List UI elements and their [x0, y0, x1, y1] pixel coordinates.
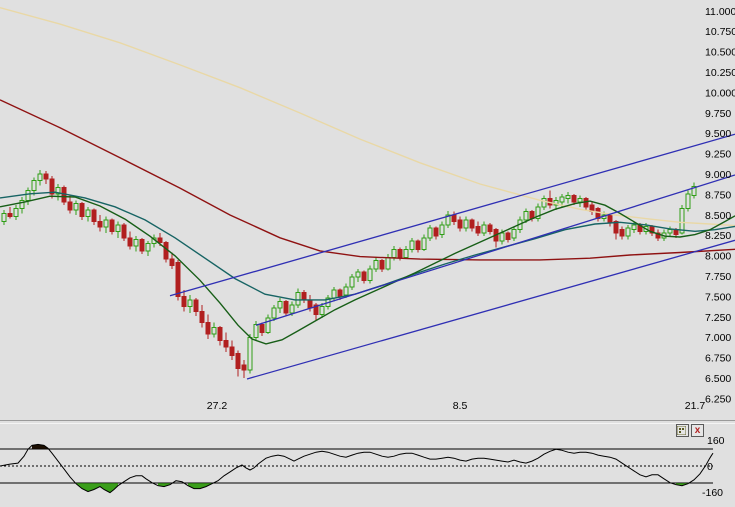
indicator-properties-button[interactable] — [676, 424, 689, 437]
time-axis-label: 27.2 — [207, 400, 228, 412]
price-axis-label: 8.000 — [705, 251, 731, 263]
indicator-scale-label: -160 — [702, 487, 723, 499]
candles — [1, 170, 697, 379]
price-axis-label: 7.750 — [705, 271, 731, 283]
price-axis-label: 7.000 — [705, 332, 731, 344]
indicator-panel: 160 0 -160 — [0, 435, 725, 499]
price-axis-label: 7.500 — [705, 291, 731, 303]
indicator-scale-label: 160 — [707, 435, 725, 447]
indicator-scale-label: 0 — [707, 461, 713, 473]
price-axis-label: 9.750 — [705, 108, 731, 120]
price-axis-label: 10.750 — [705, 26, 735, 38]
price-axis-label: 11.000 — [705, 6, 735, 18]
indicator-close-button[interactable]: x — [691, 424, 704, 437]
price-axis-label: 6.500 — [705, 373, 731, 385]
price-axis-label: 6.250 — [705, 393, 731, 405]
price-axis-label: 10.250 — [705, 67, 735, 79]
price-axis-label: 10.500 — [705, 47, 735, 59]
trend-line — [169, 133, 735, 297]
price-axis-label: 10.000 — [705, 87, 735, 99]
price-axis-label: 9.000 — [705, 169, 731, 181]
time-axis-label: 21.7 — [685, 400, 706, 412]
price-axis-label: 9.500 — [705, 128, 731, 140]
properties-icon — [677, 426, 686, 435]
panel-divider[interactable] — [0, 420, 735, 424]
trend-line — [255, 174, 735, 326]
price-axis-label: 8.250 — [705, 230, 731, 242]
close-icon: x — [694, 424, 701, 436]
price-axis-label: 7.250 — [705, 312, 731, 324]
oscillator-fill — [188, 483, 212, 489]
trend-line — [246, 239, 735, 380]
price-axis-label: 8.750 — [705, 189, 731, 201]
price-axis-label: 6.750 — [705, 353, 731, 365]
oscillator-line — [0, 443, 714, 494]
price-axis-label: 8.500 — [705, 210, 731, 222]
price-axis-label: 9.250 — [705, 149, 731, 161]
price-chart: 11.000 10.750 10.500 10.250 10.000 9.750 9.500… — [0, 6, 735, 412]
time-axis-label: 8.5 — [453, 400, 468, 412]
